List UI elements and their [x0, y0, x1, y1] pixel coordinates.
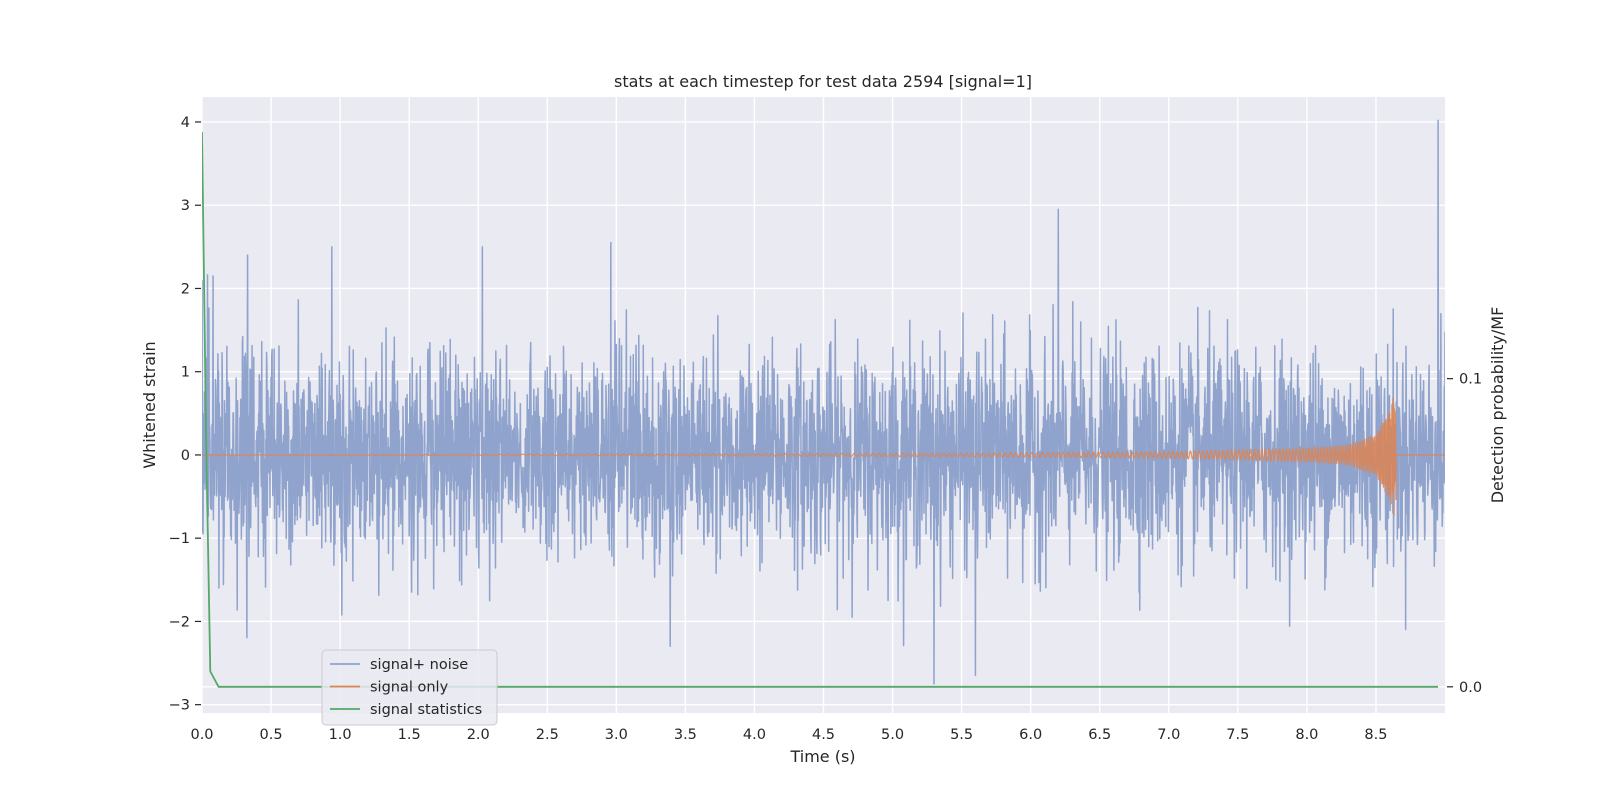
- y-tick-label: −3: [169, 698, 190, 714]
- y-tick-label: 4: [181, 115, 190, 131]
- y2-tick-label: 0.1: [1459, 372, 1482, 388]
- series-signal-noise-line: [202, 119, 1445, 685]
- y-tick-label: −2: [169, 614, 190, 630]
- series-signal-statistics-line: [202, 132, 1439, 688]
- x-tick-label: 2.5: [536, 727, 559, 743]
- x-tick-label: 2.0: [467, 727, 490, 743]
- chart-title: stats at each timestep for test data 259…: [614, 72, 1032, 91]
- x-tick-label: 1.0: [329, 727, 352, 743]
- x-tick-label: 3.0: [605, 727, 628, 743]
- x-tick-label: 7.0: [1157, 727, 1180, 743]
- x-tick-label: 1.5: [398, 727, 421, 743]
- series-layer: [202, 119, 1445, 688]
- x-tick-label: 5.5: [950, 727, 973, 743]
- x-tick-label: 6.0: [1019, 727, 1042, 743]
- legend-label: signal only: [370, 680, 449, 696]
- legend-label: signal+ noise: [370, 657, 468, 673]
- x-tick-label: 0.0: [190, 727, 213, 743]
- y-tick-label: 0: [181, 448, 190, 464]
- x-axis-label: Time (s): [789, 747, 855, 766]
- y-tick-label: 1: [181, 365, 190, 381]
- legend-box: [321, 649, 498, 726]
- y-axis-label: Whitened strain: [140, 341, 159, 468]
- ticks: 0.0 0.5 1.0 1.5 2.0 2.5 3.0 3.5 4.0 4.5 5.0 5.5 6.0 6…: [169, 115, 1482, 743]
- legend: signal+ noise signal only signal statistic…: [321, 649, 498, 726]
- y2-axis-label: Detection probability/MF: [1488, 307, 1507, 504]
- y-tick-label: 3: [181, 198, 190, 214]
- series-signal-only-line: [202, 398, 1445, 517]
- x-tick-label: 3.5: [674, 727, 697, 743]
- x-tick-label: 0.5: [260, 727, 283, 743]
- y-tick-label: 2: [181, 281, 190, 297]
- x-tick-label: 8.0: [1295, 727, 1318, 743]
- y2-tick-label: 0.0: [1459, 680, 1482, 696]
- x-tick-label: 4.0: [743, 727, 766, 743]
- x-tick-label: 8.5: [1364, 727, 1387, 743]
- x-tick-label: 6.5: [1088, 727, 1111, 743]
- y-tick-label: −1: [169, 531, 190, 547]
- x-tick-label: 4.5: [812, 727, 835, 743]
- x-tick-label: 5.0: [881, 727, 904, 743]
- legend-label: signal statistics: [370, 702, 482, 718]
- x-tick-label: 7.5: [1226, 727, 1249, 743]
